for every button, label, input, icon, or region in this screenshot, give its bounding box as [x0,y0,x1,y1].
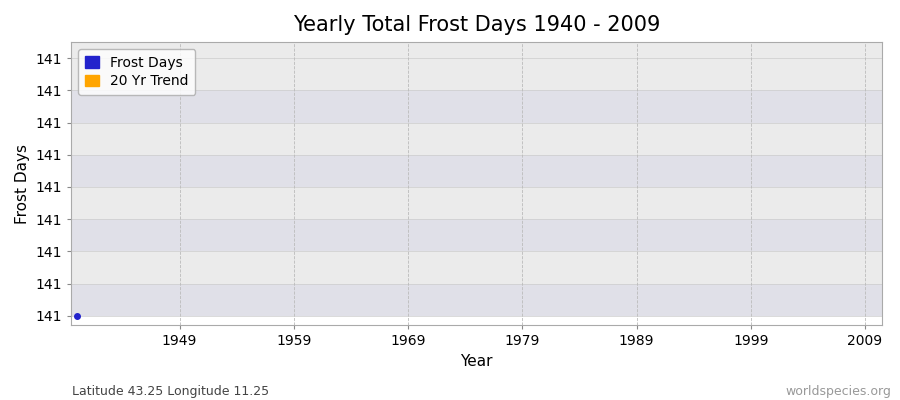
Bar [71,90,882,122]
Text: worldspecies.org: worldspecies.org [785,385,891,398]
Bar [71,58,882,90]
Bar [71,251,882,284]
X-axis label: Year: Year [461,354,493,369]
Bar [71,284,882,316]
Bar [71,155,882,187]
Title: Yearly Total Frost Days 1940 - 2009: Yearly Total Frost Days 1940 - 2009 [292,15,661,35]
Text: Latitude 43.25 Longitude 11.25: Latitude 43.25 Longitude 11.25 [72,385,269,398]
Y-axis label: Frost Days: Frost Days [15,144,30,224]
Bar [71,42,882,58]
Legend: Frost Days, 20 Yr Trend: Frost Days, 20 Yr Trend [78,49,195,95]
Bar [71,219,882,251]
Bar [71,122,882,155]
Bar [71,187,882,219]
